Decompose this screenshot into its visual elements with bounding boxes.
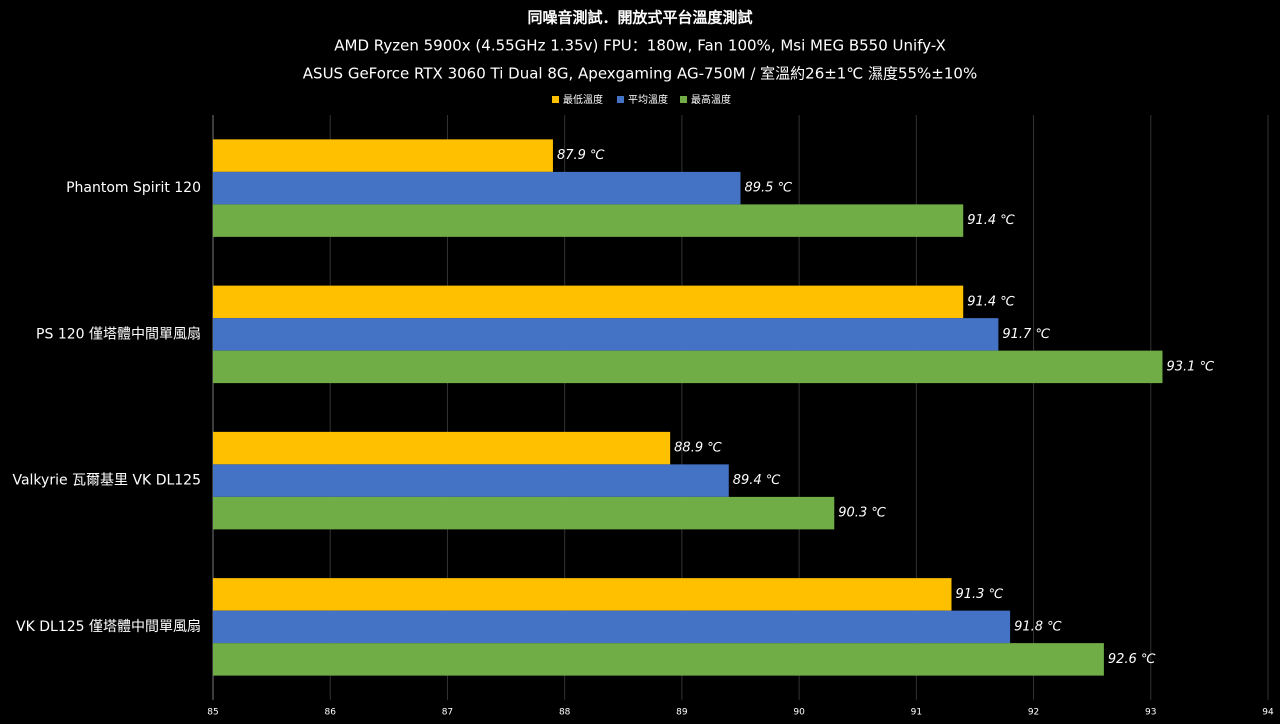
data-label: 89.5 ℃: [745, 181, 793, 196]
data-label: 93.1 ℃: [1167, 359, 1215, 374]
x-tick-label: 90: [793, 708, 805, 718]
x-tick-label: 88: [559, 708, 571, 718]
bar: [213, 204, 964, 237]
data-label: 92.6 ℃: [1108, 652, 1156, 667]
data-label: 88.9 ℃: [674, 441, 722, 456]
x-tick-label: 86: [324, 708, 336, 718]
bar: [213, 318, 999, 351]
bar: [213, 139, 553, 172]
data-label: 91.7 ℃: [1002, 327, 1050, 342]
chart-title: 同噪音測試．開放式平台溫度測試: [527, 9, 752, 27]
bar: [213, 350, 1163, 384]
x-tick-label: 93: [1145, 708, 1156, 718]
x-tick-label: 87: [442, 708, 453, 718]
bar: [213, 610, 1011, 644]
data-label: 90.3 ℃: [838, 506, 886, 521]
x-tick-label: 91: [911, 708, 922, 718]
data-label: 87.9 ℃: [557, 148, 605, 163]
x-tick-label: 85: [207, 708, 218, 718]
chart-subtitle: ASUS GeForce RTX 3060 Ti Dual 8G, Apexga…: [303, 65, 977, 83]
bar: [213, 643, 1104, 676]
y-tick-label: Valkyrie 瓦爾基里 VK DL125: [12, 472, 201, 489]
x-tick-label: 89: [676, 708, 688, 718]
legend-swatch: [552, 96, 559, 103]
data-label: 91.4 ℃: [967, 294, 1015, 309]
bar: [213, 578, 952, 611]
chart-subtitle: AMD Ryzen 5900x (4.55GHz 1.35v) FPU：180w…: [334, 37, 946, 55]
legend-label: 最高溫度: [691, 93, 731, 106]
x-tick-label: 92: [1028, 708, 1039, 718]
data-label: 91.8 ℃: [1014, 619, 1062, 634]
x-tick-label: 94: [1262, 708, 1274, 718]
legend-label: 最低溫度: [563, 93, 603, 106]
bar: [213, 171, 741, 205]
bar: [213, 496, 835, 530]
legend-swatch: [680, 96, 687, 103]
legend-label: 平均溫度: [628, 93, 668, 106]
y-tick-label: PS 120 僅塔體中間單風扇: [36, 326, 201, 342]
bar: [213, 431, 671, 465]
y-tick-label: Phantom Spirit 120: [66, 180, 201, 196]
legend-swatch: [617, 96, 624, 103]
bar: [213, 285, 964, 319]
bar: [213, 464, 729, 497]
y-tick-label: VK DL125 僅塔體中間單風扇: [16, 619, 201, 635]
data-label: 91.3 ℃: [956, 587, 1004, 602]
data-label: 91.4 ℃: [967, 213, 1015, 228]
data-label: 89.4 ℃: [733, 473, 781, 488]
